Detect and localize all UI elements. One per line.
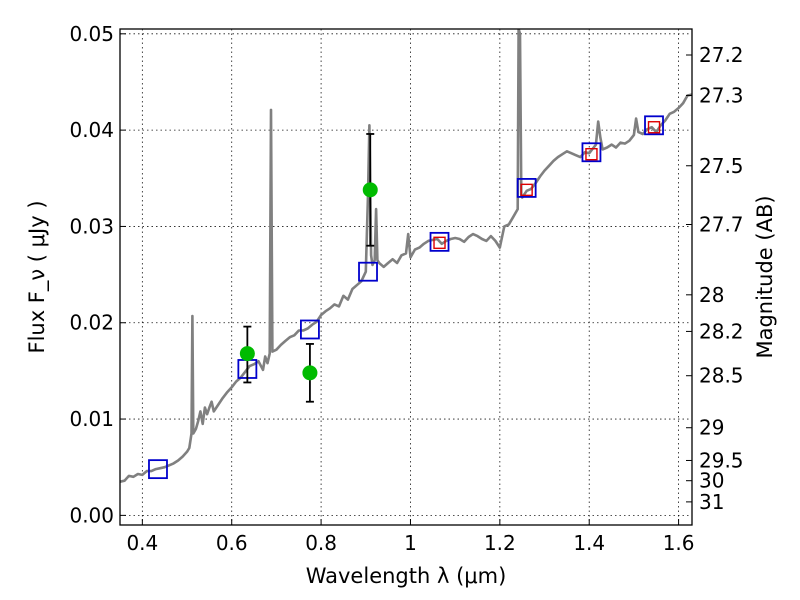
red-square-marker bbox=[585, 148, 598, 161]
blue-square-marker bbox=[516, 178, 537, 198]
right-tick-label: 27.3 bbox=[699, 83, 744, 107]
plot-layer bbox=[120, 29, 692, 483]
green-point-marker bbox=[239, 346, 255, 362]
right-tick-label: 29.5 bbox=[699, 448, 744, 472]
red-square-marker bbox=[520, 183, 533, 197]
right-tick-label: 28.2 bbox=[699, 319, 744, 343]
y-tick-label: 0.01 bbox=[69, 407, 114, 431]
right-tick-label: 28.5 bbox=[699, 364, 744, 388]
x-tick-label: 1 bbox=[404, 531, 417, 555]
y-axis-label: Flux F_ν ( μJy ) bbox=[25, 200, 50, 353]
red-square-marker bbox=[647, 121, 661, 134]
y-tick-label: 0.02 bbox=[69, 311, 114, 335]
model-spectrum-line bbox=[120, 29, 692, 483]
grid-layer bbox=[120, 29, 692, 525]
right-tick-label: 29 bbox=[699, 416, 724, 440]
y-tick-label: 0.04 bbox=[69, 118, 114, 142]
green-point-marker bbox=[302, 365, 318, 381]
blue-square-marker bbox=[429, 231, 450, 252]
red-square-marker bbox=[433, 236, 446, 250]
right-axis-label: Magnitude (AB) bbox=[753, 195, 777, 358]
x-tick-label: 1.2 bbox=[484, 531, 516, 555]
right-tick-label: 28 bbox=[699, 283, 724, 307]
y-tick-label: 0.03 bbox=[69, 214, 114, 238]
y-tick-label: 0.00 bbox=[69, 503, 114, 527]
green-point-marker bbox=[362, 182, 378, 198]
right-tick-label: 30 bbox=[699, 469, 724, 493]
x-tick-label: 0.6 bbox=[216, 531, 248, 555]
x-tick-label: 1.6 bbox=[663, 531, 695, 555]
right-tick-label: 31 bbox=[699, 490, 724, 514]
x-tick-label: 0.4 bbox=[126, 531, 158, 555]
tick-layer: 0.4 0.6 0.8 1 1.2 1.4 1.6 0.00 0.01 0.02 0.03 0.04 0… bbox=[69, 22, 743, 555]
blue-square-marker bbox=[644, 115, 664, 136]
x-axis-label: Wavelength λ (μm) bbox=[306, 564, 507, 588]
x-tick-label: 0.8 bbox=[305, 531, 337, 555]
blue-square-marker bbox=[300, 319, 320, 340]
y-tick-label: 0.05 bbox=[69, 22, 114, 46]
right-tick-label: 27.2 bbox=[699, 43, 744, 67]
blue-square-marker bbox=[358, 261, 378, 282]
right-tick-label: 27.7 bbox=[699, 213, 744, 237]
blue-square-marker bbox=[148, 459, 168, 480]
x-tick-label: 1.4 bbox=[573, 531, 605, 555]
right-tick-label: 27.5 bbox=[699, 154, 744, 178]
plot-frame bbox=[119, 28, 693, 526]
blue-square-marker bbox=[581, 142, 602, 163]
